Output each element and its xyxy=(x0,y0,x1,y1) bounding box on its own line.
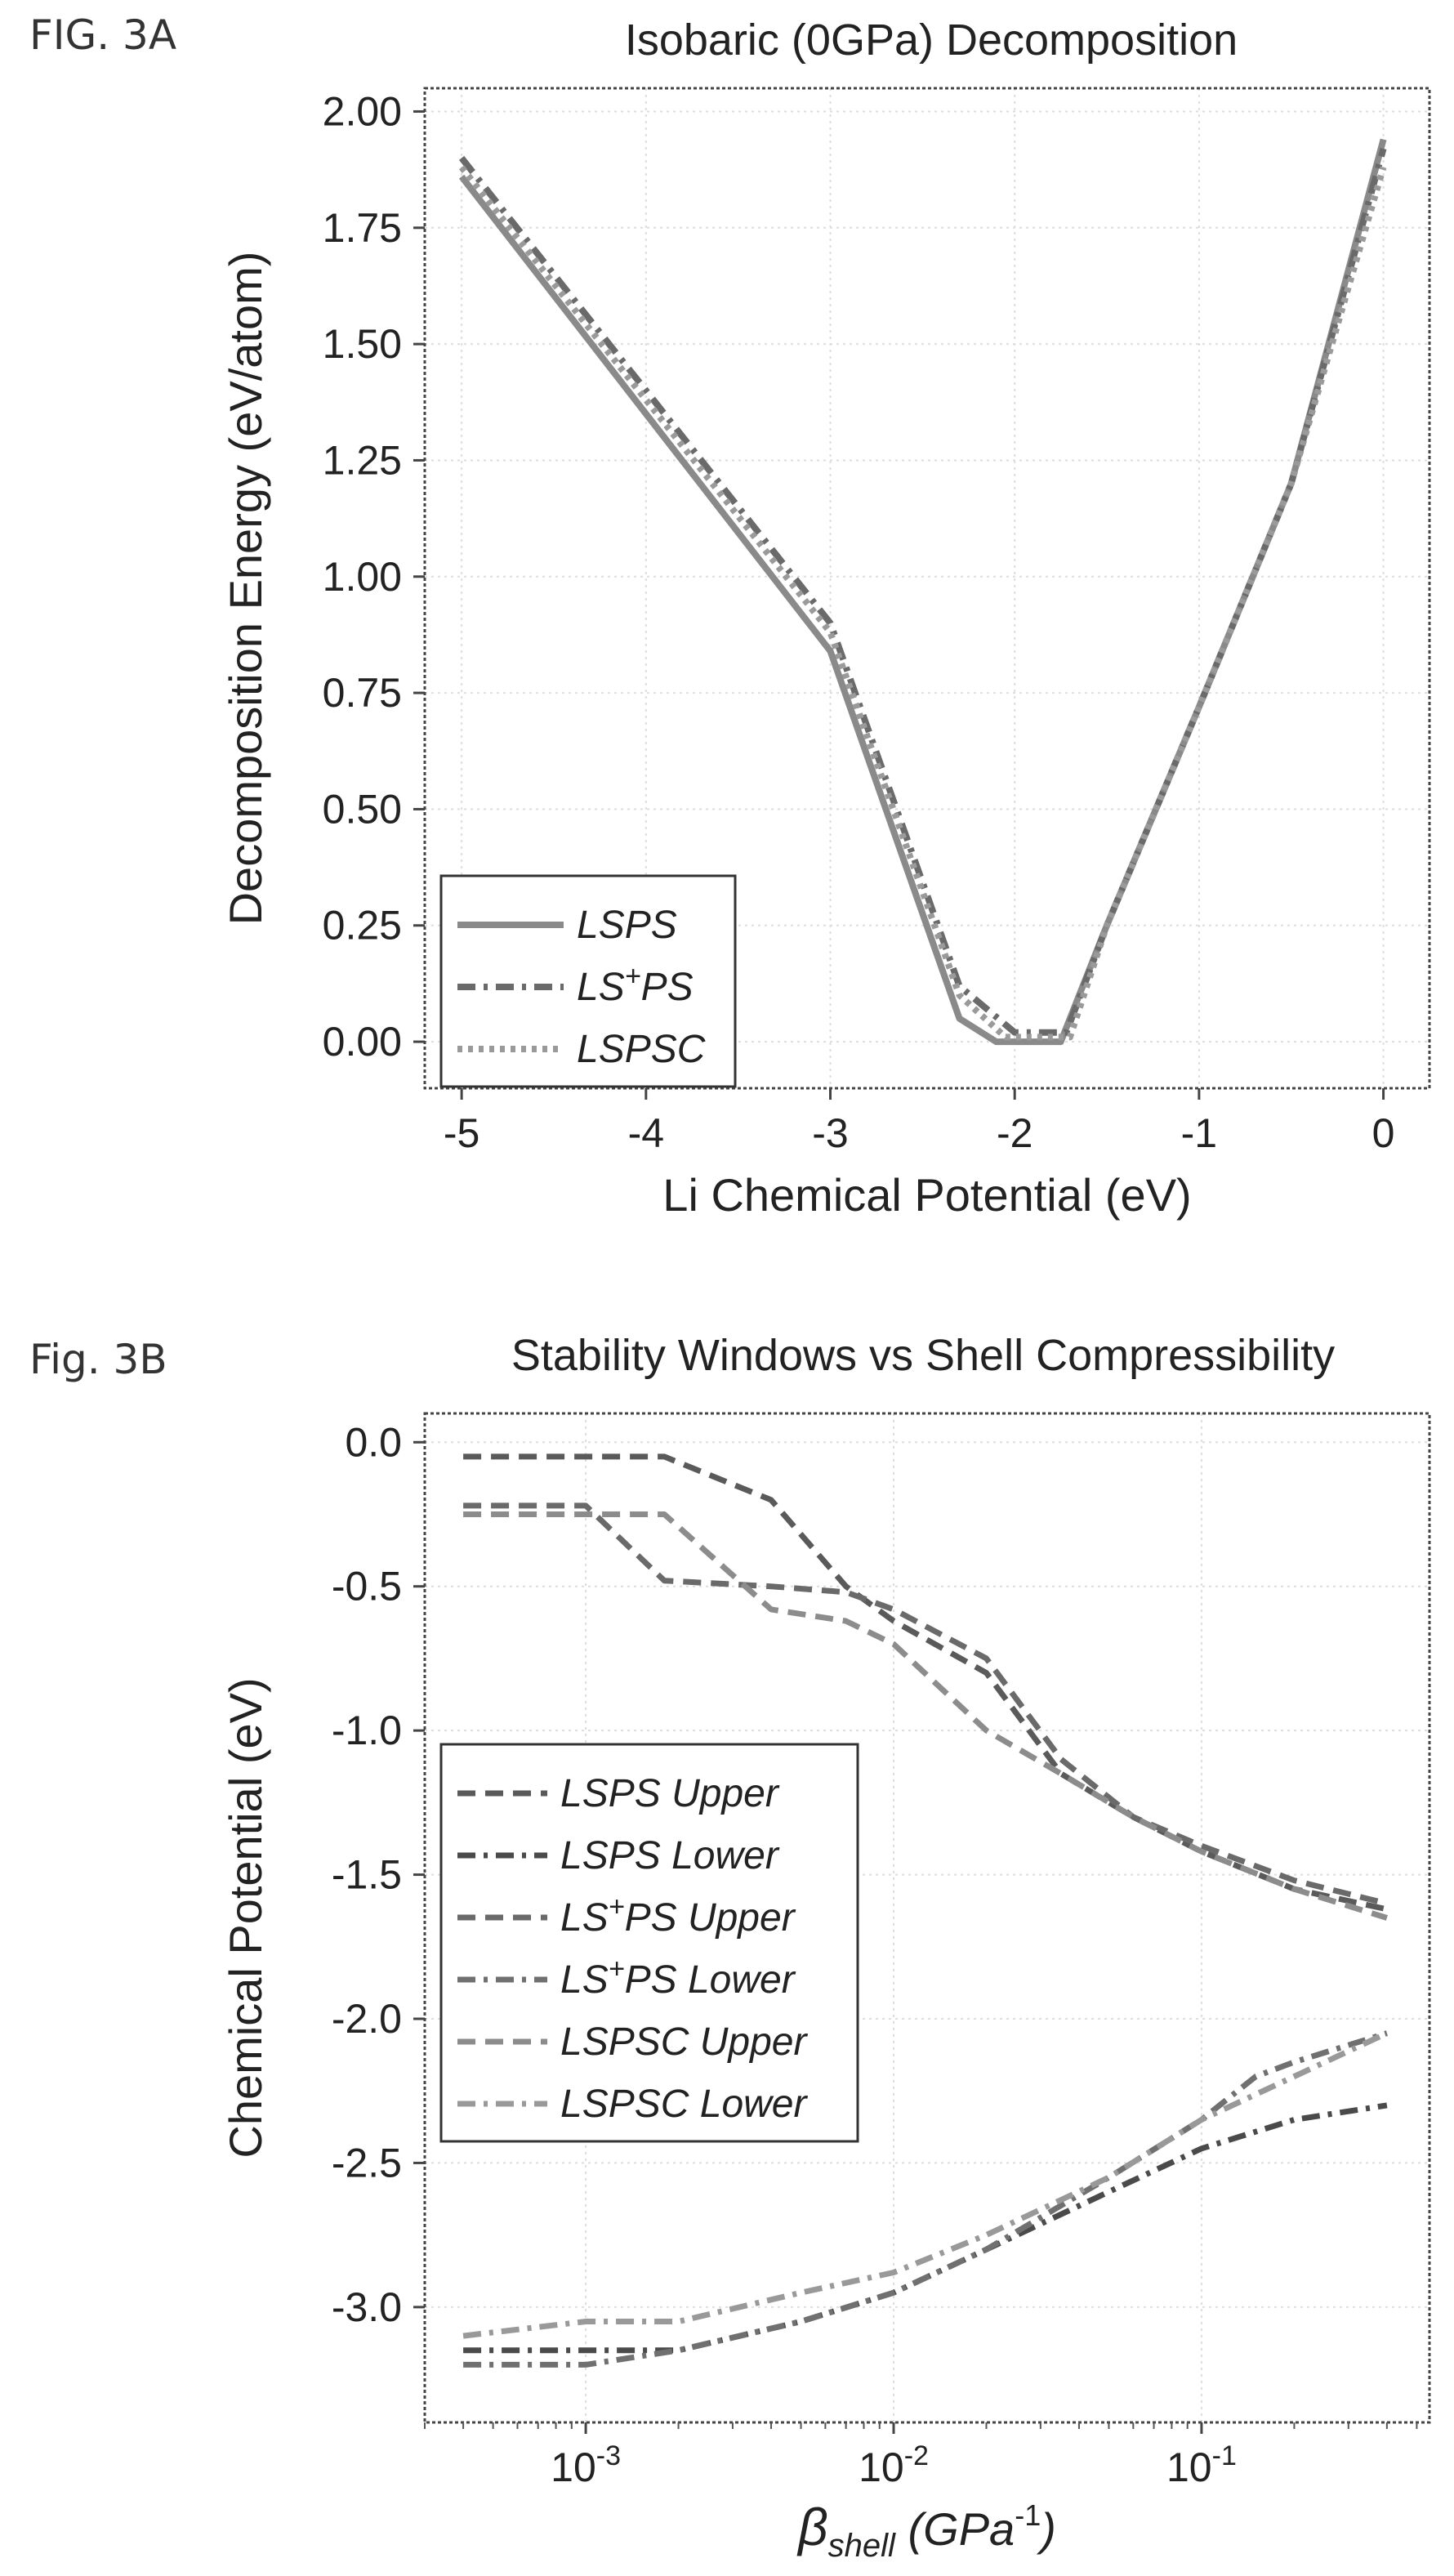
y-tick-label: 0.00 xyxy=(323,1019,402,1065)
legend-label: LSPS Lower xyxy=(560,1834,780,1877)
y-tick-label: 0.0 xyxy=(345,1419,402,1465)
legend-label: LSPSC Lower xyxy=(560,2083,808,2126)
plot-frame xyxy=(423,1412,1431,2424)
series-line-ls-ps-upper xyxy=(463,1502,1388,1907)
x-tick-label: 0 xyxy=(1372,1110,1395,1156)
y-tick-label: 1.00 xyxy=(323,554,402,600)
series-line-ls-ps xyxy=(458,147,1387,1036)
y-axis-label: Chemical Potential (eV) xyxy=(220,1677,271,2158)
legend-label: LSPSC xyxy=(577,1028,706,1071)
y-tick-label: 0.25 xyxy=(323,903,402,949)
x-tick-label: 10-3 xyxy=(551,2440,621,2490)
y-tick-label: -0.5 xyxy=(332,1564,402,1609)
x-axis-label: βshell (GPa-1) xyxy=(796,2498,1056,2564)
y-tick-label: -1.5 xyxy=(332,1852,402,1898)
series-line-lspsc-upper xyxy=(463,1511,1388,1921)
legend-label: LSPS xyxy=(577,904,677,947)
y-axis-label: Decomposition Energy (eV/atom) xyxy=(220,252,271,926)
legend-label: LSPS Upper xyxy=(560,1772,780,1815)
legend-label: LS+PS Lower xyxy=(560,1953,796,2002)
y-tick-label: 1.50 xyxy=(323,321,402,367)
legend-label: LS+PS xyxy=(577,961,694,1009)
chart-b-plot: 10-3 10-2 10-1 0.0 -0.5 -1.0 -1.5 -2.0 -2.5 -3.0 β… xyxy=(220,1412,1431,2564)
y-tick-label: 2.00 xyxy=(323,88,402,134)
x-axis-label: Li Chemical Potential (eV) xyxy=(662,1169,1191,1221)
series-line-lspsc-lower xyxy=(462,2030,1389,2339)
y-tick-label: -1.0 xyxy=(332,1708,402,1753)
figure-b-label: Fig. 3B xyxy=(29,1336,167,1383)
x-tick-label: 10-1 xyxy=(1166,2440,1237,2490)
x-tick-label: -2 xyxy=(997,1110,1033,1156)
y-tick-label: 1.75 xyxy=(323,205,402,251)
y-tick-label: -2.0 xyxy=(332,1996,402,2042)
y-tick-label: 0.75 xyxy=(323,670,402,716)
y-tick-label: -3.0 xyxy=(332,2284,402,2330)
legend-box xyxy=(439,1743,859,2143)
y-tick-label: 1.25 xyxy=(323,437,402,483)
chart-a-plot: -5 -4 -3 -2 -1 0 0.00 0.25 0.50 0.75 1.00 1.25 1.50 1… xyxy=(220,87,1431,1221)
plot-frame xyxy=(423,87,1431,1090)
series-line-ls-ps-lower xyxy=(463,2030,1388,2368)
x-tick-label: -3 xyxy=(812,1110,848,1156)
x-tick-label: -1 xyxy=(1181,1110,1217,1156)
x-tick-label: -4 xyxy=(628,1110,664,1156)
x-tick-label: -5 xyxy=(444,1110,479,1156)
y-tick-label: 0.50 xyxy=(323,786,402,832)
series-line-lspsc xyxy=(458,165,1387,1041)
y-tick-label: -2.5 xyxy=(332,2140,402,2185)
legend-label: LS+PS Upper xyxy=(560,1891,796,1940)
x-tick-label: 10-2 xyxy=(859,2440,929,2490)
legend-label: LSPSC Upper xyxy=(560,2020,808,2064)
chart-b-title: Stability Windows vs Shell Compressibili… xyxy=(511,1331,1336,1380)
chart-a-title: Isobaric (0GPa) Decomposition xyxy=(624,16,1238,65)
figure-a-label: FIG. 3A xyxy=(29,11,177,59)
